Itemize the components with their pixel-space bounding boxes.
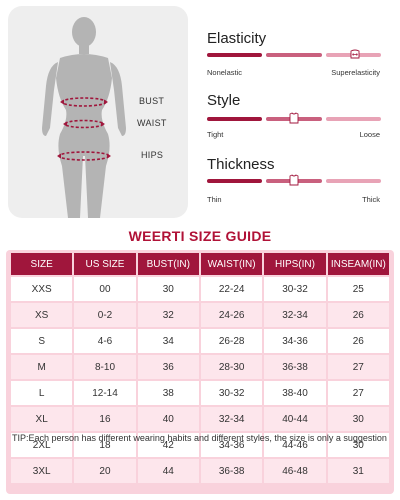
size-guide-title: WEERTI SIZE GUIDE — [128, 228, 272, 244]
table-cell: 38 — [137, 381, 199, 407]
table-cell: 26-28 — [200, 329, 263, 355]
table-row: M 8-10 36 28-30 36-38 27 — [11, 355, 389, 381]
table-cell: 27 — [327, 355, 389, 381]
hips-label: HIPS — [141, 150, 164, 160]
table-cell: 00 — [74, 277, 136, 303]
bust-label: BUST — [139, 96, 165, 106]
table-cell: 46-48 — [264, 459, 326, 485]
table-cell: L — [11, 381, 73, 407]
table-cell: 2XL — [11, 433, 73, 459]
table-cell: XXS — [11, 277, 73, 303]
property-scale — [207, 174, 381, 190]
table-cell: 34-36 — [264, 329, 326, 355]
size-tip: TIP:Each person has different wearing ha… — [12, 433, 387, 443]
table-cell: 30 — [137, 277, 199, 303]
table-cell: XL — [11, 407, 73, 433]
table-cell: 24-26 — [200, 303, 263, 329]
scale-segment — [207, 53, 263, 57]
column-header-inseam: INSEAM(IN) — [327, 253, 389, 277]
scale-segment — [207, 117, 263, 121]
table-cell: 34-36 — [200, 433, 263, 459]
table-cell: 4-6 — [74, 329, 136, 355]
table-row: 3XL 20 44 36-38 46-48 31 — [11, 459, 389, 485]
table-cell: 32-34 — [200, 407, 263, 433]
scale-segment — [207, 179, 263, 183]
table-header-row: SIZE US SIZE BUST(IN) WAIST(IN) HIPS(IN)… — [11, 253, 389, 277]
property-left-label: Nonelastic — [207, 68, 243, 77]
size-table-panel: SIZE US SIZE BUST(IN) WAIST(IN) HIPS(IN)… — [6, 250, 394, 494]
table-cell: 12-14 — [74, 381, 136, 407]
table-cell: 36-38 — [200, 459, 263, 485]
table-row: XXS 00 30 22-24 30-32 25 — [11, 277, 389, 303]
stretch-arrows-icon — [349, 47, 361, 59]
table-cell: 27 — [327, 381, 389, 407]
table-cell: 8-10 — [74, 355, 136, 381]
property-title: Style — [207, 92, 241, 109]
column-header-size: SIZE — [11, 253, 73, 277]
table-cell: M — [11, 355, 73, 381]
table-cell: 44-46 — [264, 433, 326, 459]
property-left-label: Tight — [207, 130, 224, 139]
table-cell: 26 — [327, 303, 389, 329]
table-cell: 34 — [137, 329, 199, 355]
table-cell: 0-2 — [74, 303, 136, 329]
table-row: S 4-6 34 26-28 34-36 26 — [11, 329, 389, 355]
property-left-label: Thin — [207, 195, 222, 204]
property-title: Elasticity — [207, 30, 267, 47]
table-row: 2XL 18 42 34-36 44-46 30 — [11, 433, 389, 459]
body-figure-panel — [8, 6, 188, 218]
column-header-hips: HIPS(IN) — [264, 253, 326, 277]
table-cell: 40 — [137, 407, 199, 433]
property-scale — [207, 48, 381, 64]
table-row: XS 0-2 32 24-26 32-34 26 — [11, 303, 389, 329]
table-cell: 22-24 — [200, 277, 263, 303]
table-cell: 25 — [327, 277, 389, 303]
property-right-label: Superelasticity — [331, 68, 380, 77]
table-cell: 30 — [327, 407, 389, 433]
table-row: XL 16 40 32-34 40-44 30 — [11, 407, 389, 433]
table-cell: 18 — [74, 433, 136, 459]
table-row: L 12-14 38 30-32 38-40 27 — [11, 381, 389, 407]
table-cell: 40-44 — [264, 407, 326, 433]
top-garment-icon — [288, 111, 300, 124]
waist-label: WAIST — [137, 118, 167, 128]
scale-segment — [266, 53, 322, 57]
table-cell: 32-34 — [264, 303, 326, 329]
table-cell: 42 — [137, 433, 199, 459]
table-cell: 26 — [327, 329, 389, 355]
top-garment-icon — [288, 173, 300, 186]
table-cell: 16 — [74, 407, 136, 433]
scale-segment — [325, 179, 381, 183]
column-header-bust: BUST(IN) — [137, 253, 199, 277]
table-cell: 36 — [137, 355, 199, 381]
table-cell: 32 — [137, 303, 199, 329]
table-cell: 38-40 — [264, 381, 326, 407]
table-cell: XS — [11, 303, 73, 329]
table-cell: 30-32 — [264, 277, 326, 303]
table-cell: 30 — [327, 433, 389, 459]
table-cell: S — [11, 329, 73, 355]
size-table: SIZE US SIZE BUST(IN) WAIST(IN) HIPS(IN)… — [9, 253, 391, 485]
property-right-label: Loose — [359, 130, 380, 139]
body-silhouette — [42, 17, 126, 218]
table-cell: 30-32 — [200, 381, 263, 407]
column-header-us-size: US SIZE — [74, 253, 136, 277]
table-cell: 28-30 — [200, 355, 263, 381]
property-scale — [207, 112, 381, 128]
table-cell: 44 — [137, 459, 199, 485]
column-header-waist: WAIST(IN) — [200, 253, 263, 277]
scale-segment — [325, 117, 381, 121]
table-cell: 3XL — [11, 459, 73, 485]
table-cell: 31 — [327, 459, 389, 485]
property-title: Thickness — [207, 156, 275, 173]
table-cell: 36-38 — [264, 355, 326, 381]
property-right-label: Thick — [362, 195, 380, 204]
table-cell: 20 — [74, 459, 136, 485]
